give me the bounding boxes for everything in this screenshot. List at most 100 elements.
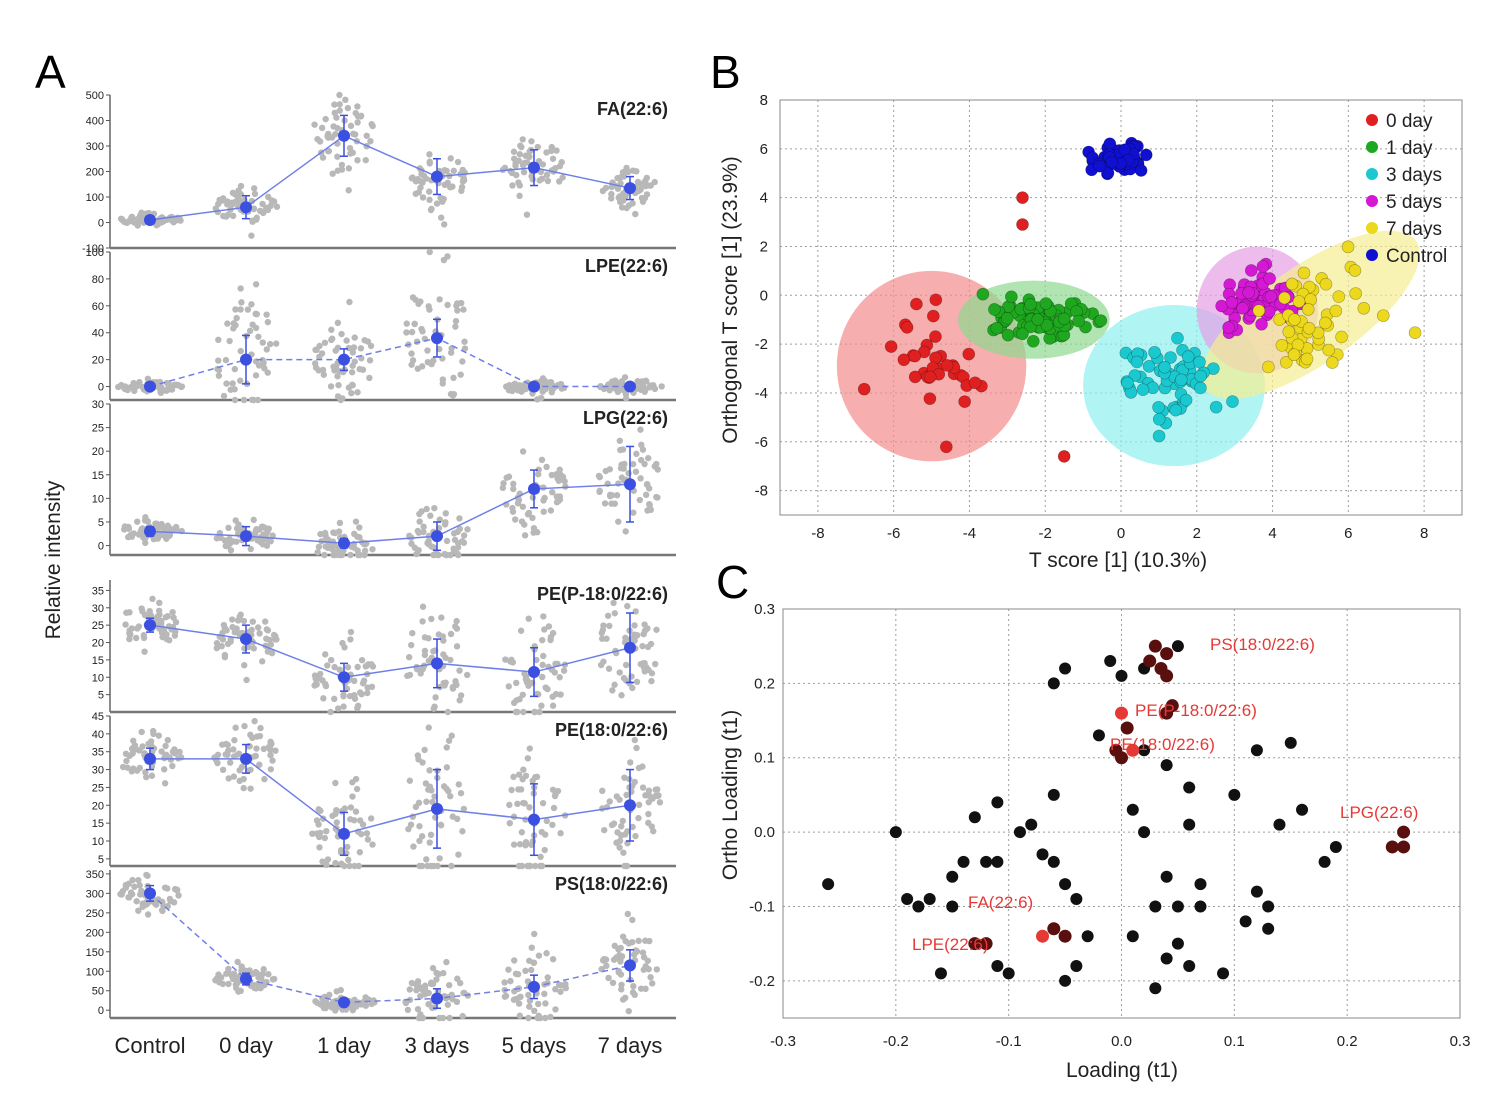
score-point: [908, 349, 922, 363]
jitter-point: [631, 736, 639, 744]
jitter-point: [639, 949, 647, 956]
score-point: [1329, 304, 1343, 318]
y-tick-label: 0.1: [754, 750, 775, 767]
jitter-point: [509, 659, 517, 666]
score-point: [1335, 330, 1348, 344]
jitter-point: [267, 766, 275, 773]
subplot-title: PE(18:0/22:6): [555, 720, 668, 740]
jitter-point: [144, 911, 152, 918]
tick-label: 150: [86, 947, 104, 959]
jitter-point: [505, 966, 512, 973]
jitter-point: [459, 358, 466, 365]
subplot-title: PS(18:0/22:6): [555, 874, 668, 894]
jitter-point: [162, 742, 169, 750]
jitter-point: [169, 762, 176, 770]
loading-point: [934, 967, 947, 980]
jitter-point: [646, 500, 653, 508]
loading-point: [968, 811, 981, 824]
jitter-point: [458, 183, 466, 191]
jitter-point: [431, 504, 438, 512]
jitter-point: [639, 763, 646, 770]
jitter-point: [159, 633, 166, 641]
score-point: [1039, 297, 1053, 310]
loading-point: [1059, 974, 1072, 987]
jitter-point: [601, 500, 609, 507]
tick-label: 100: [86, 192, 104, 204]
mean-point: [528, 380, 540, 393]
score-point: [1072, 314, 1085, 328]
jitter-point: [440, 221, 448, 228]
jitter-point: [364, 689, 371, 697]
jitter-point: [426, 248, 433, 256]
jitter-point: [264, 318, 272, 326]
jitter-point: [513, 679, 520, 687]
jitter-point: [324, 856, 332, 863]
score-point: [897, 353, 911, 367]
x-tick-label: 0.1: [1224, 1033, 1245, 1050]
jitter-point: [450, 374, 457, 382]
tick-label: 25: [92, 782, 104, 794]
jitter-point: [256, 761, 263, 768]
jitter-point: [443, 551, 451, 559]
jitter-point: [409, 174, 416, 181]
jitter-point: [526, 745, 533, 752]
loading-point: [1149, 982, 1162, 995]
jitter-point: [220, 212, 227, 220]
loading-point: [1070, 959, 1083, 972]
jitter-point: [519, 691, 526, 698]
jitter-point: [522, 772, 530, 780]
jitter-point: [549, 702, 557, 709]
jitter-point: [442, 654, 449, 661]
jitter-point: [253, 733, 261, 740]
score-point: [1376, 309, 1390, 322]
jitter-point: [131, 883, 138, 890]
jitter-point: [609, 979, 617, 987]
jitter-point: [250, 396, 257, 404]
mean-point: [528, 666, 540, 679]
jitter-point: [523, 211, 531, 218]
jitter-point: [261, 775, 268, 783]
jitter-point: [321, 551, 328, 559]
jitter-point: [443, 537, 451, 545]
jitter-point: [130, 765, 137, 772]
jitter-point: [356, 849, 364, 856]
jitter-point: [240, 396, 248, 404]
jitter-point: [461, 338, 468, 345]
jitter-point: [611, 610, 618, 617]
jitter-point: [171, 746, 178, 753]
x-tick-label: -0.2: [883, 1033, 909, 1050]
score-point: [1255, 317, 1268, 331]
jitter-point: [138, 605, 145, 612]
y-tick-label: -0.2: [749, 973, 775, 990]
jitter-point: [252, 281, 260, 288]
jitter-point: [644, 507, 651, 514]
jitter-point: [554, 475, 561, 482]
jitter-point: [350, 344, 358, 351]
jitter-point: [321, 339, 329, 346]
jitter-point: [411, 320, 418, 328]
jitter-point: [337, 849, 345, 856]
jitter-point: [264, 627, 272, 634]
jitter-point: [516, 151, 523, 158]
highlight-point-red: [1126, 743, 1140, 757]
x-tick-label: 4: [1268, 525, 1276, 542]
jitter-point: [351, 999, 358, 1007]
jitter-point: [355, 862, 362, 870]
jitter-point: [648, 677, 655, 685]
jitter-point: [606, 622, 613, 630]
jitter-point: [515, 771, 523, 778]
mean-point: [240, 633, 252, 646]
jitter-point: [602, 467, 609, 475]
jitter-point: [234, 958, 241, 966]
jitter-point: [322, 115, 329, 123]
jitter-point: [214, 208, 221, 216]
jitter-point: [243, 676, 250, 684]
jitter-point: [632, 832, 639, 840]
jitter-point: [416, 823, 423, 830]
jitter-point: [319, 366, 327, 374]
jitter-point: [652, 786, 659, 793]
jitter-point: [613, 839, 620, 846]
score-point: [988, 303, 1001, 316]
jitter-point: [641, 659, 648, 667]
jitter-point: [318, 124, 326, 132]
